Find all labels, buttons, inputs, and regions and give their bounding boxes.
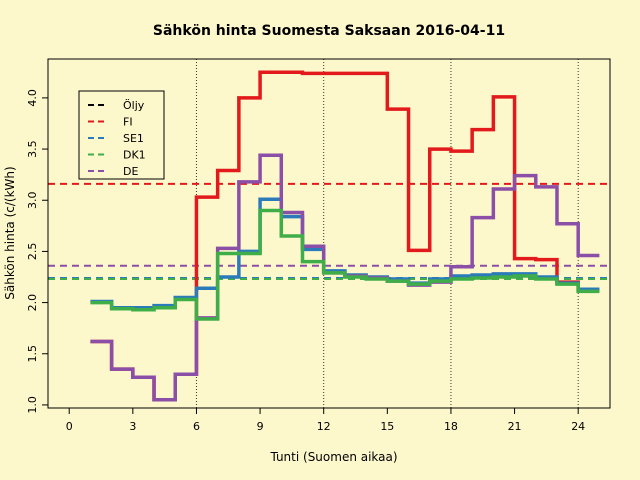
legend-label: DK1 <box>123 149 146 162</box>
series-line-3 <box>90 208 600 321</box>
y-tick-label: 1.5 <box>26 345 39 363</box>
chart-title: Sähkön hinta Suomesta Saksaan 2016-04-11 <box>153 23 505 39</box>
x-tick-label: 18 <box>444 420 458 433</box>
x-tick-label: 24 <box>571 420 585 433</box>
legend-label: SE1 <box>123 132 144 145</box>
legend-label: DE <box>123 165 138 178</box>
x-axis-label: Tunti (Suomen aikaa) <box>269 450 397 464</box>
legend-label: Öljy <box>123 99 145 112</box>
legend: Öljy FI SE1 DK1 DE <box>78 90 165 180</box>
x-tick-label: 6 <box>193 420 200 433</box>
y-tick-label: 3.0 <box>26 191 39 209</box>
y-tick-label: 3.5 <box>26 140 39 158</box>
x-tick-label: 0 <box>66 420 73 433</box>
x-tick-label: 9 <box>257 420 264 433</box>
x-tick-label: 12 <box>317 420 331 433</box>
y-tick-label: 1.0 <box>26 396 39 414</box>
legend-label: FI <box>123 116 133 129</box>
average-lines <box>48 182 610 281</box>
x-tick-label: 3 <box>129 420 136 433</box>
series-lines <box>90 70 600 402</box>
axes: 0 3 6 9 12 15 18 21 24 1.0 1.5 2.0 2.5 3.0 3.5 4.0 <box>26 89 585 433</box>
x-tick-label: 15 <box>380 420 394 433</box>
y-tick-label: 4.0 <box>26 89 39 107</box>
x-tick-label: 21 <box>508 420 522 433</box>
y-axis-label: Sähkön hinta (c/(kWh) <box>3 166 17 299</box>
y-tick-label: 2.0 <box>26 294 39 312</box>
plot-border <box>47 58 611 409</box>
y-tick-label: 2.5 <box>26 243 39 261</box>
